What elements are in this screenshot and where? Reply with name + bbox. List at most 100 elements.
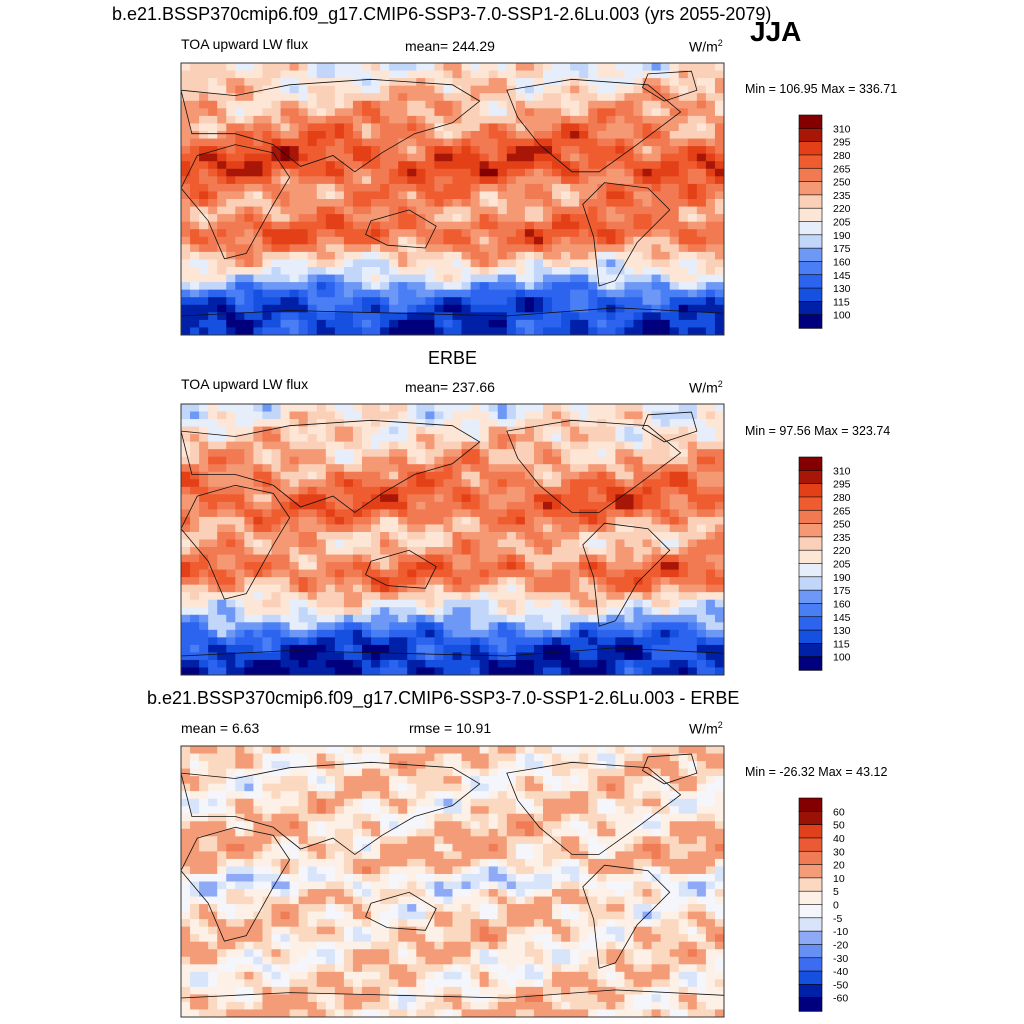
colorbar-tick-label: 175 — [833, 243, 851, 255]
map-cell — [479, 471, 490, 480]
map-cell — [190, 100, 200, 109]
map-cell — [208, 524, 218, 533]
map-cell — [651, 592, 662, 601]
map-cell — [262, 464, 273, 473]
map-cell — [226, 274, 236, 283]
map-cell — [570, 614, 580, 623]
map-cell — [561, 100, 571, 109]
map-cell — [633, 554, 644, 563]
map-cell — [687, 319, 698, 329]
map-cell — [425, 644, 435, 654]
map-cell — [443, 93, 454, 102]
map-cell — [289, 176, 300, 185]
map-cell — [488, 176, 499, 185]
map-cell — [524, 176, 535, 185]
map-cell — [389, 63, 399, 72]
map-cell — [642, 161, 653, 170]
map-cell — [651, 297, 662, 306]
map-cell — [362, 441, 372, 450]
map-cell — [262, 554, 273, 563]
map-cell — [298, 652, 309, 661]
map-cell — [343, 312, 354, 321]
map-cell — [398, 146, 408, 155]
map-cell — [660, 161, 671, 170]
map-cell — [552, 486, 562, 495]
map-cell — [253, 577, 264, 586]
map-cell — [479, 93, 490, 102]
map-cell — [280, 411, 291, 420]
map-cell — [208, 229, 218, 238]
map-cell — [714, 592, 724, 601]
map-cell — [244, 813, 254, 822]
map-cell — [660, 539, 671, 548]
map-cell — [561, 592, 571, 601]
map-cell — [588, 191, 598, 200]
map-cell — [678, 100, 689, 109]
map-cell — [389, 183, 399, 193]
map-cell — [398, 494, 408, 503]
map-cell — [443, 776, 454, 785]
map-cell — [461, 486, 472, 495]
map-cell — [524, 108, 535, 117]
map-cell — [588, 464, 598, 473]
map-cell — [533, 282, 544, 291]
map-cell — [271, 426, 282, 435]
map-cell — [506, 244, 517, 253]
map-cell — [452, 531, 463, 541]
map-cell — [217, 768, 227, 777]
map-cell — [208, 434, 218, 443]
map-cell — [524, 652, 535, 661]
map-cell — [334, 199, 345, 208]
map-cell — [579, 798, 589, 807]
map-cell — [307, 464, 318, 473]
map-cell — [181, 584, 191, 593]
map-cell — [226, 449, 236, 458]
map-cell — [280, 479, 291, 488]
map-cell — [515, 176, 526, 185]
map-cell — [552, 267, 562, 276]
map-cell — [624, 244, 635, 253]
map-cell — [425, 183, 435, 193]
map-cell — [642, 78, 653, 87]
map-cell — [461, 539, 472, 548]
map-cell — [434, 70, 445, 79]
map-cell — [362, 115, 372, 125]
map-cell — [316, 644, 327, 654]
map-cell — [343, 404, 354, 413]
map-cell — [199, 501, 209, 510]
map-cell — [352, 419, 363, 428]
map-cell — [479, 776, 490, 785]
map-cell — [416, 577, 426, 586]
map-cell — [651, 449, 662, 458]
map-cell — [416, 138, 426, 147]
map-cell — [588, 161, 598, 170]
map-cell — [181, 93, 191, 102]
map-cell — [488, 614, 499, 623]
map-cell — [190, 93, 200, 102]
map-cell — [660, 607, 671, 616]
map-cell — [624, 753, 635, 762]
map-cell — [579, 70, 589, 79]
map-cell — [705, 509, 716, 518]
map-cell — [362, 221, 372, 230]
map-cell — [280, 449, 291, 458]
map-cell — [687, 251, 698, 261]
map-cell — [660, 434, 671, 443]
map-cell — [696, 115, 707, 125]
map-cell — [289, 123, 300, 132]
map-cell — [307, 798, 318, 807]
map-cell — [624, 434, 635, 443]
map-cell — [651, 554, 662, 563]
map-cell — [696, 494, 707, 503]
map-cell — [552, 456, 562, 465]
map-cell — [714, 652, 724, 661]
map-cell — [362, 123, 372, 132]
map-cell — [579, 806, 589, 815]
map-cell — [416, 274, 426, 283]
map-cell — [515, 798, 526, 807]
map-cell — [524, 236, 535, 245]
map-cell — [606, 509, 616, 518]
map-cell — [325, 539, 336, 548]
map-cell — [479, 516, 490, 526]
map-cell — [389, 206, 399, 215]
